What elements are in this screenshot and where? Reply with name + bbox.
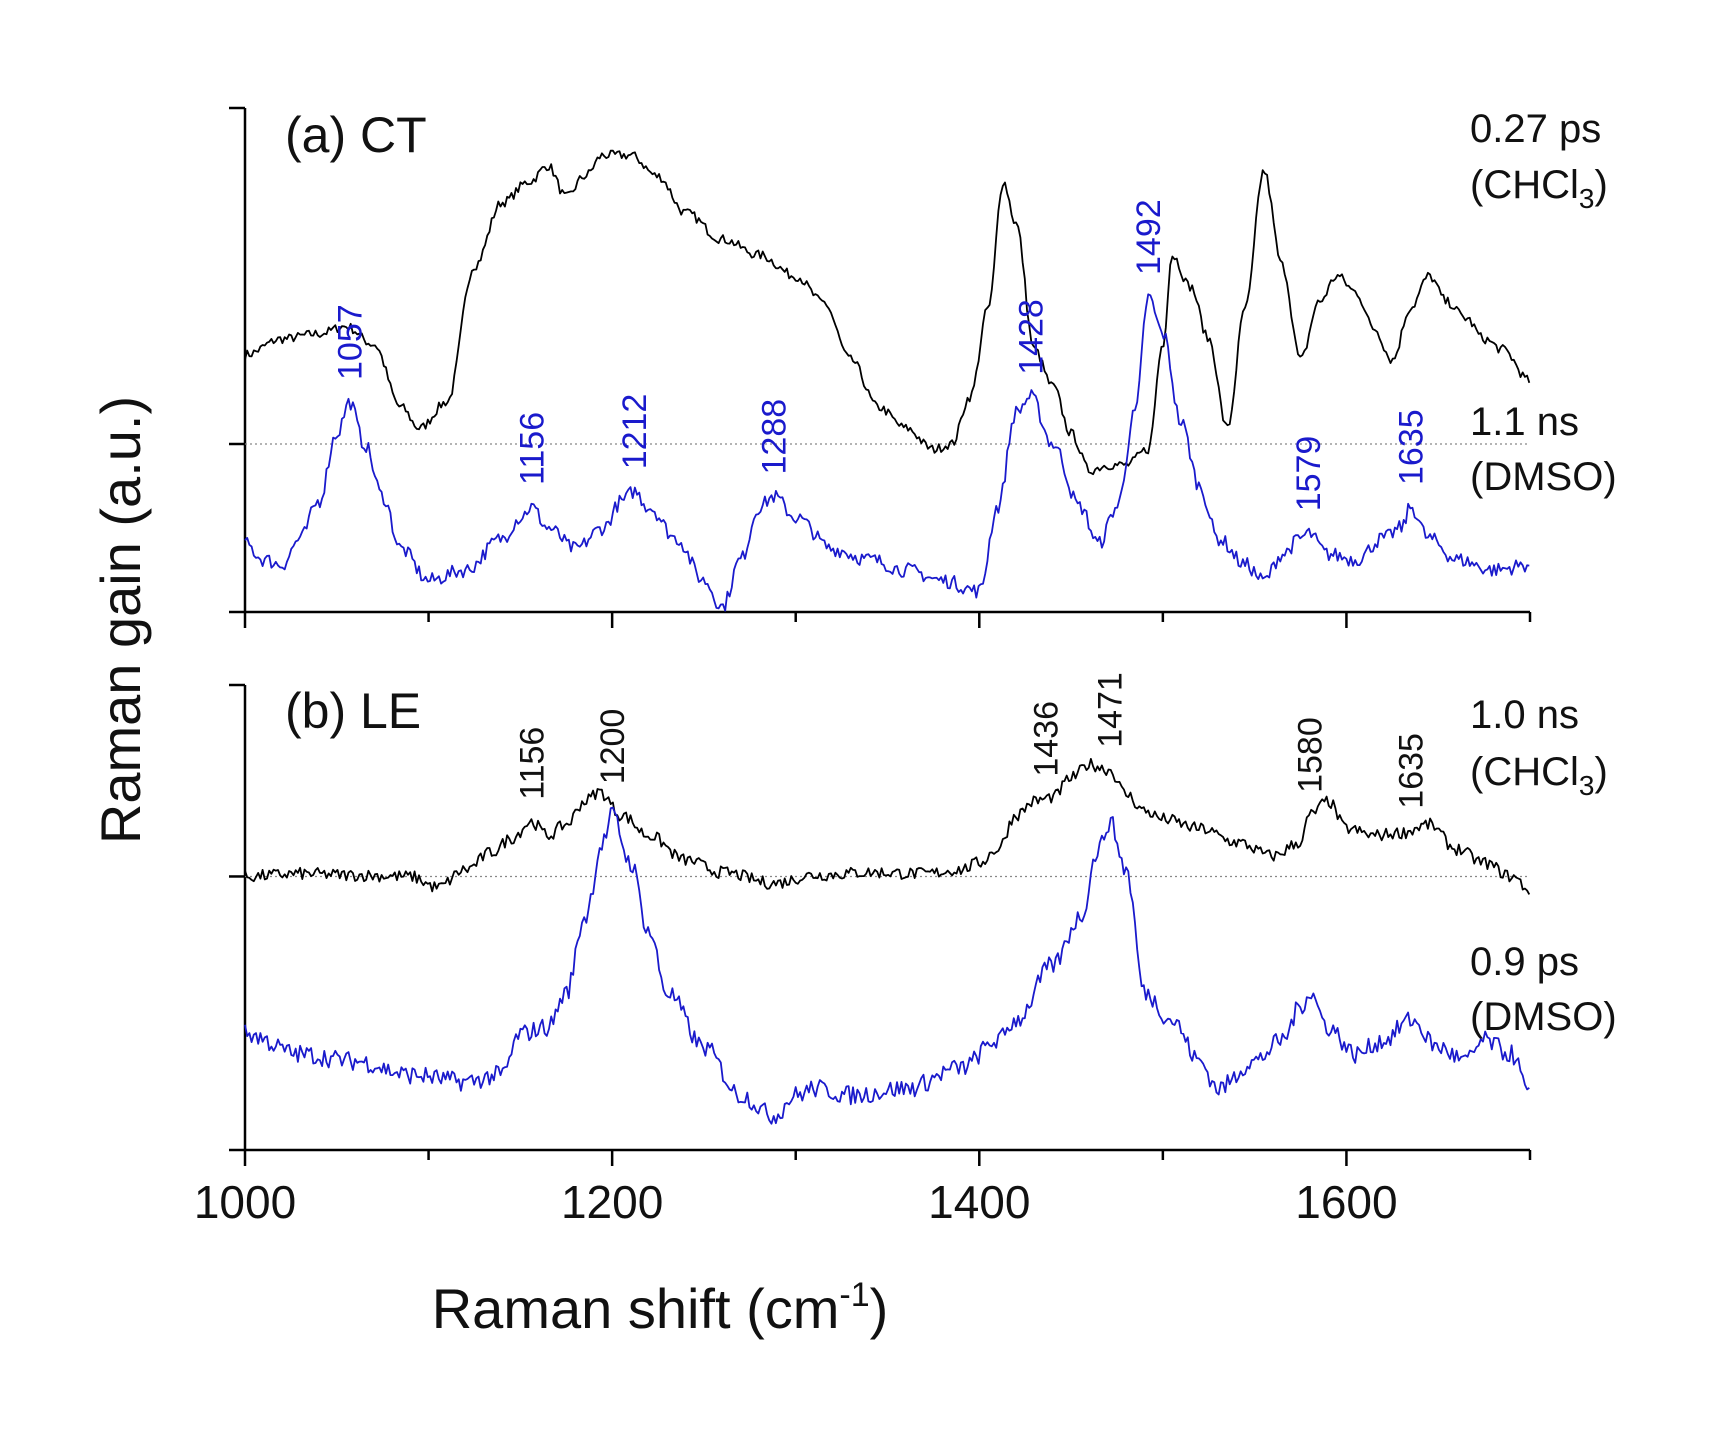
trace-time-label-1-1: 0.27 ps bbox=[1470, 107, 1601, 151]
x-axis-title-main: Raman shift (cm bbox=[432, 1277, 840, 1340]
x-axis-title: Raman shift (cm-1) bbox=[432, 1276, 889, 1340]
peak-label-1-1492: 1492 bbox=[1130, 199, 1168, 275]
trace-time-label-2-2: 0.9 ps bbox=[1470, 940, 1579, 984]
x-tick-label-1200: 1200 bbox=[561, 1176, 663, 1228]
peak-label-1-1212: 1212 bbox=[616, 394, 654, 470]
trace-time-label-1-2: 1.1 ns bbox=[1470, 400, 1579, 444]
trace-solvent-label-2-2: (DMSO) bbox=[1470, 995, 1617, 1039]
peak-label-1-1428: 1428 bbox=[1013, 299, 1051, 375]
x-axis-title-end: ) bbox=[870, 1277, 889, 1340]
peak-label-1-1635: 1635 bbox=[1393, 409, 1431, 485]
label-layer: (a) CT 0.27 ps (CHCl3) 1.1 ns (DMSO) 1057 1156… bbox=[194, 107, 1617, 1228]
peak-label-1-1579: 1579 bbox=[1290, 436, 1328, 512]
x-tick-label-1400: 1400 bbox=[928, 1176, 1030, 1228]
y-axis-title: Raman gain (a.u.) bbox=[89, 396, 152, 844]
series-line-le-chcl3 bbox=[244, 758, 1531, 895]
peak-label-2-1635: 1635 bbox=[1393, 733, 1431, 809]
x-axis-title-sup: -1 bbox=[839, 1276, 869, 1314]
peak-label-2-1471: 1471 bbox=[1092, 672, 1130, 748]
x-tick-label-1600: 1600 bbox=[1295, 1176, 1397, 1228]
series-layer bbox=[244, 149, 1531, 1125]
peak-label-2-1436: 1436 bbox=[1027, 701, 1065, 777]
peak-label-2-1580: 1580 bbox=[1292, 717, 1330, 793]
peak-label-1-1288: 1288 bbox=[756, 399, 794, 475]
x-tick-label-1000: 1000 bbox=[194, 1176, 296, 1228]
peak-label-1-1156: 1156 bbox=[513, 412, 551, 485]
series-line-le-dmso bbox=[244, 806, 1530, 1125]
trace-solvent-label-2-1: (CHCl3) bbox=[1470, 750, 1608, 801]
peak-label-2-1200: 1200 bbox=[594, 709, 632, 785]
panel-label-2: (b) LE bbox=[285, 683, 421, 739]
trace-time-label-2-1: 1.0 ns bbox=[1470, 693, 1579, 737]
series-line-ct-chcl3 bbox=[244, 149, 1531, 476]
trace-solvent-label-1-1: (CHCl3) bbox=[1470, 163, 1608, 214]
peak-label-1-1057: 1057 bbox=[332, 304, 370, 380]
peak-label-2-1156: 1156 bbox=[513, 727, 551, 800]
panel-label-1: (a) CT bbox=[285, 107, 427, 163]
trace-solvent-label-1-2: (DMSO) bbox=[1470, 455, 1617, 499]
series-line-ct-dmso bbox=[244, 293, 1530, 612]
axes-layer bbox=[229, 106, 1532, 1166]
